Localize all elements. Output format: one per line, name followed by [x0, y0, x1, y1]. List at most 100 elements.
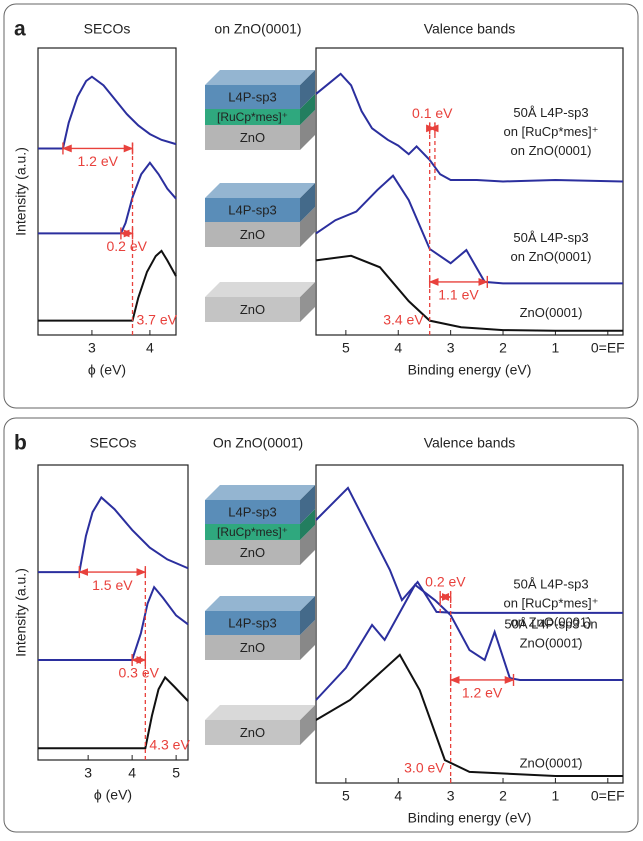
layer-side [300, 183, 315, 222]
layer-front [205, 524, 300, 540]
series-label: on ZnO(0001̄) [511, 614, 592, 629]
layer-label: ZnO [240, 302, 265, 317]
layer-label: L4P-sp3 [228, 202, 276, 217]
series-label: ZnO(0001) [520, 305, 583, 320]
arrow-label: 1.2 eV [462, 685, 503, 701]
layer-side [300, 525, 315, 565]
x-tick-label: 5 [342, 340, 350, 356]
onset-label: 4.3 eV [149, 737, 190, 753]
x-tick-label: 3 [84, 765, 92, 781]
chart-title: SECOs [84, 21, 131, 37]
x-axis-label: Binding energy (eV) [408, 362, 532, 378]
layer-front [205, 109, 300, 125]
series-label: on [RuCp*mes]⁺ [503, 595, 598, 610]
spectrum-line [38, 495, 189, 574]
series-label: 50Å L4P-sp3 [513, 230, 588, 245]
layer-label: L4P-sp3 [228, 504, 276, 519]
layer-top [205, 183, 315, 198]
arrow-label: 1.5 eV [92, 577, 133, 593]
x-tick-label: 4 [394, 788, 402, 804]
panel-frame [3, 417, 639, 833]
panel-label: b [14, 432, 27, 455]
plot-frame [37, 464, 189, 761]
layer-top [205, 282, 315, 297]
arrow-label: 0.3 eV [118, 665, 159, 681]
x-tick-label: 5 [172, 765, 180, 781]
layer-front [205, 198, 300, 222]
chart-title: Valence bands [424, 21, 516, 37]
x-tick-label: 0=EF [591, 788, 625, 804]
layer-front [205, 635, 300, 660]
x-axis-label: Binding energy (eV) [408, 810, 532, 826]
arrow-label: 1.1 eV [438, 287, 479, 303]
spectrum-line [38, 675, 189, 750]
layer-side [300, 620, 315, 660]
layer-side [300, 509, 315, 540]
plot-frame [315, 464, 624, 784]
layer-label: L4P-sp3 [228, 89, 276, 104]
layer-side [300, 94, 315, 125]
layer-front [205, 85, 300, 109]
x-tick-label: 4 [146, 340, 154, 356]
layer-label: ZnO [240, 227, 265, 242]
x-tick-label: 4 [128, 765, 136, 781]
layer-top [205, 596, 315, 611]
x-tick-label: 3 [447, 788, 455, 804]
onset-label: 3.0 eV [404, 760, 445, 776]
layer-label: ZnO [240, 130, 265, 145]
arrow-label: 1.2 eV [77, 153, 118, 169]
panel-heading: on ZnO(0001) [214, 21, 301, 37]
series-label: on [RuCp*mes]⁺ [503, 124, 598, 139]
layer-label: ZnO [240, 725, 265, 740]
layer-top [205, 705, 315, 720]
layer-side [300, 596, 315, 635]
series-label: 50Å L4P-sp3 on [504, 616, 597, 631]
series-label: 50Å L4P-sp3 [513, 576, 588, 591]
layer-label: ZnO [240, 545, 265, 560]
layer-front [205, 125, 300, 150]
series-label: ZnO(0001̄) [520, 635, 583, 650]
x-axis-label: ϕ (eV) [94, 787, 132, 803]
layer-label: L4P-sp3 [228, 615, 276, 630]
arrow-label: 0.1 eV [412, 105, 453, 121]
layer-label: [RuCp*mes]⁺ [217, 525, 288, 539]
layer-side [300, 110, 315, 150]
arrow-label: 0.2 eV [425, 574, 466, 590]
x-tick-label: 4 [394, 340, 402, 356]
x-tick-label: 1 [552, 788, 560, 804]
layer-front [205, 500, 300, 524]
layer-top [205, 70, 315, 85]
series-label: on ZnO(0001) [511, 249, 592, 264]
layer-side [300, 282, 315, 322]
layer-top [205, 485, 315, 500]
x-tick-label: 2 [499, 788, 507, 804]
layer-front [205, 297, 300, 322]
layer-side [300, 485, 315, 524]
panel-frame [3, 3, 639, 409]
onset-label: 3.4 eV [383, 312, 424, 328]
onset-label: 3.7 eV [137, 312, 178, 328]
layer-side [300, 207, 315, 247]
spectrum-line [315, 653, 623, 778]
plot-frame [315, 47, 624, 336]
arrow-label: 0.2 eV [106, 238, 147, 254]
x-tick-label: 5 [342, 788, 350, 804]
x-axis-label: ϕ (eV) [88, 362, 126, 378]
spectrum-line [38, 75, 177, 150]
spectrum-line [38, 161, 177, 235]
spectrum-line [38, 585, 189, 661]
series-label: ZnO(0001̄) [520, 755, 583, 770]
chart-title: Valence bands [424, 435, 516, 451]
y-axis-label: Intensity (a.u.) [13, 568, 29, 657]
layer-front [205, 720, 300, 745]
chart-title: SECOs [90, 435, 137, 451]
plot-frame [37, 47, 177, 336]
y-axis-label: Intensity (a.u.) [13, 147, 29, 236]
layer-front [205, 222, 300, 247]
spectrum-line [315, 583, 623, 701]
layer-side [300, 70, 315, 109]
series-label: on ZnO(0001) [511, 143, 592, 158]
spectrum-line [38, 249, 177, 322]
layer-front [205, 540, 300, 565]
